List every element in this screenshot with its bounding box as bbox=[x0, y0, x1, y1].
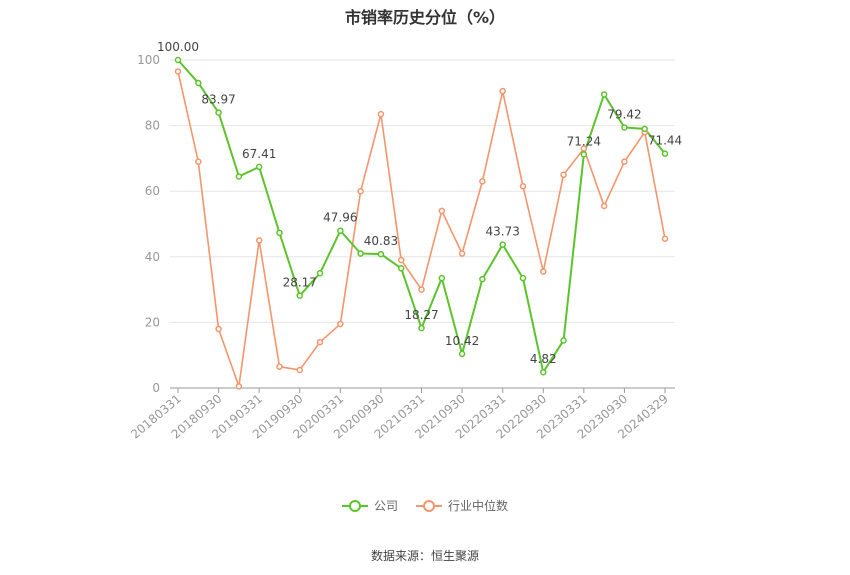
point-industry-median bbox=[479, 178, 486, 185]
point-company bbox=[337, 227, 344, 234]
point-industry-median bbox=[174, 68, 182, 75]
point-industry-median bbox=[519, 183, 527, 190]
data-label: 18.27 bbox=[404, 308, 438, 322]
point-industry-median bbox=[316, 338, 324, 346]
point-company bbox=[357, 250, 364, 257]
y-tick-label: 100 bbox=[137, 53, 160, 67]
point-company bbox=[215, 109, 222, 116]
data-label: 71.24 bbox=[567, 134, 601, 148]
y-tick-label: 80 bbox=[145, 119, 160, 133]
chart-title: 市销率历史分位（%） bbox=[344, 8, 506, 27]
data-label: 83.97 bbox=[201, 93, 235, 107]
point-company bbox=[580, 151, 588, 158]
data-label: 10.42 bbox=[445, 334, 479, 348]
legend: 公司 行业中位数 bbox=[0, 497, 850, 514]
point-company bbox=[641, 125, 648, 133]
point-company bbox=[397, 265, 405, 272]
axes: 0204060801002018033120180930201903312019… bbox=[128, 53, 675, 442]
point-industry-median bbox=[438, 207, 446, 215]
legend-item-company[interactable]: 公司 bbox=[341, 497, 398, 514]
point-industry-median bbox=[580, 145, 588, 152]
data-label: 28.17 bbox=[283, 276, 317, 290]
data-label: 43.73 bbox=[485, 225, 519, 239]
point-industry-median bbox=[377, 110, 385, 118]
point-industry-median bbox=[337, 320, 344, 328]
data-points bbox=[174, 56, 669, 390]
point-company bbox=[377, 250, 385, 258]
point-industry-median bbox=[215, 325, 222, 333]
point-industry-median bbox=[255, 237, 263, 244]
point-company bbox=[458, 350, 466, 358]
point-company bbox=[621, 124, 628, 131]
point-industry-median bbox=[357, 187, 364, 195]
y-tick-label: 0 bbox=[152, 381, 160, 395]
point-industry-median bbox=[600, 202, 608, 210]
point-industry-median bbox=[560, 171, 567, 179]
point-industry-median bbox=[296, 366, 303, 374]
point-industry-median bbox=[195, 158, 202, 165]
point-company bbox=[600, 91, 608, 98]
y-tick-label: 40 bbox=[145, 250, 160, 264]
legend-label-company: 公司 bbox=[373, 499, 398, 513]
series-lines bbox=[177, 59, 666, 388]
data-label: 40.83 bbox=[364, 234, 398, 248]
legend-label-industry-median: 行业中位数 bbox=[448, 499, 509, 513]
data-label: 47.96 bbox=[323, 211, 357, 225]
series-line-industry-median bbox=[177, 71, 666, 388]
point-company bbox=[499, 241, 506, 248]
data-label: 4.82 bbox=[530, 352, 557, 366]
y-tick-label: 20 bbox=[145, 315, 160, 329]
point-company bbox=[438, 274, 446, 282]
grid-lines bbox=[170, 59, 675, 323]
data-label: 79.42 bbox=[607, 108, 641, 122]
point-company bbox=[174, 56, 182, 64]
point-industry-median bbox=[276, 363, 283, 370]
point-industry-median bbox=[540, 268, 547, 275]
point-industry-median bbox=[458, 250, 466, 257]
point-company bbox=[255, 163, 263, 171]
data-label: 67.41 bbox=[242, 147, 276, 161]
point-company bbox=[519, 274, 527, 282]
point-company bbox=[479, 275, 486, 283]
point-industry-median bbox=[621, 158, 628, 165]
point-industry-median bbox=[397, 256, 405, 264]
legend-item-industry-median[interactable]: 行业中位数 bbox=[416, 497, 508, 514]
point-company bbox=[316, 269, 324, 277]
point-company bbox=[540, 368, 547, 376]
point-company bbox=[661, 150, 669, 157]
data-label: 71.44 bbox=[648, 134, 682, 148]
legend-swatch-company bbox=[341, 499, 368, 513]
legend-swatch-industry-median bbox=[416, 499, 442, 513]
point-industry-median bbox=[235, 383, 243, 390]
point-company bbox=[560, 337, 567, 344]
point-company bbox=[296, 292, 303, 299]
point-industry-median bbox=[499, 87, 506, 95]
data-labels: 100.00 83.97 67.41 28.17 47.96 40.83 18.27 10.4… bbox=[157, 40, 682, 366]
point-company bbox=[418, 324, 425, 332]
point-company bbox=[276, 229, 283, 237]
y-tick-label: 60 bbox=[145, 184, 160, 198]
point-industry-median bbox=[661, 235, 669, 243]
point-company bbox=[235, 173, 243, 180]
source-note: 数据来源：恒生聚源 bbox=[370, 549, 479, 563]
point-industry-median bbox=[418, 286, 425, 293]
data-label: 100.00 bbox=[157, 40, 199, 54]
point-company bbox=[195, 79, 202, 87]
